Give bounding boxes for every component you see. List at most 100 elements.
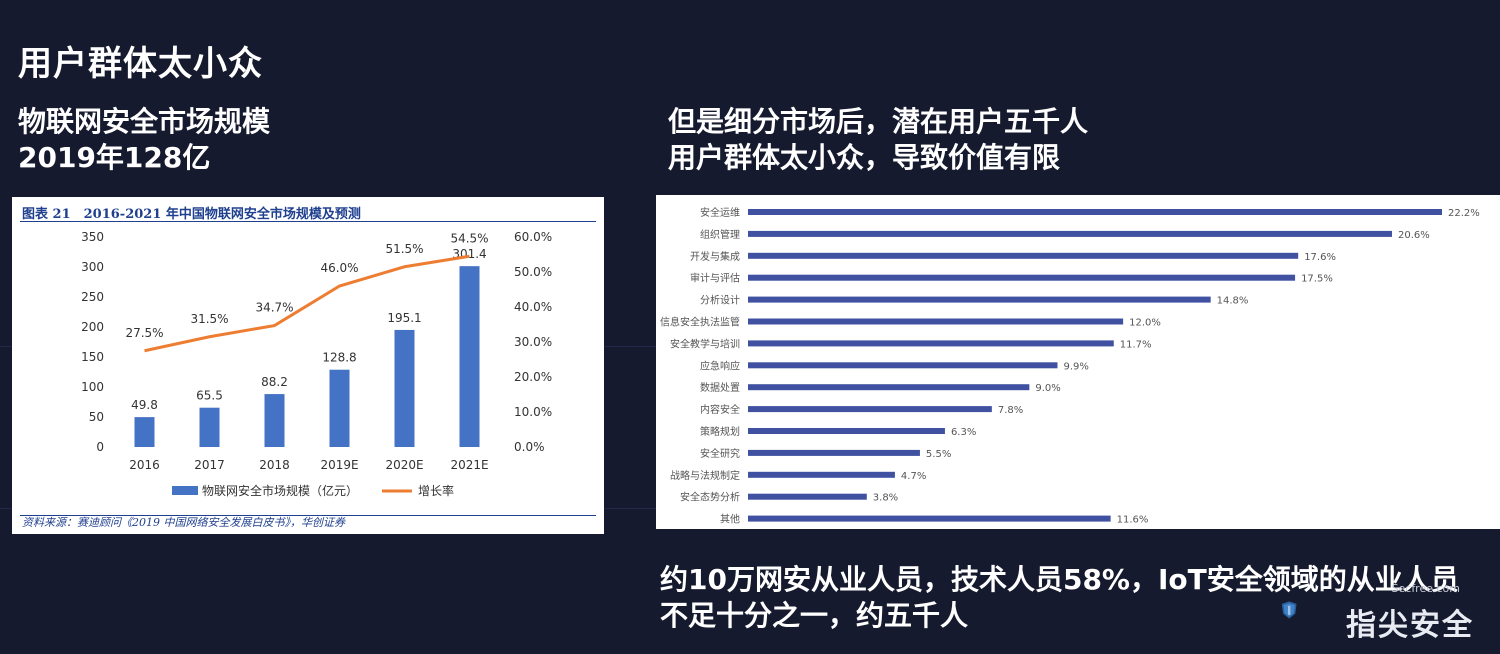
y-right-tick-label: 40.0% <box>514 300 552 314</box>
bar <box>748 515 1111 522</box>
market-size-chart: 0 50 100 150 200 250 300 350 0.0% 10.0% 20.0% 30.0%… <box>81 230 552 498</box>
bar-value-label: 11.6% <box>1117 515 1149 526</box>
bar-value-label: 3.8% <box>873 493 898 504</box>
logo-site: Secfree.com <box>1391 582 1460 595</box>
bar-value-label: 195.1 <box>387 311 421 325</box>
category-label: 应急响应 <box>700 359 740 372</box>
bar <box>394 329 415 447</box>
y-left-tick-label: 100 <box>81 380 104 394</box>
category-label: 分析设计 <box>700 294 740 307</box>
bar <box>748 252 1299 259</box>
y-left-tick-label: 200 <box>81 320 104 334</box>
y-right-tick-label: 50.0% <box>514 265 552 279</box>
category-label: 安全研究 <box>700 447 740 460</box>
market-chart-panel: 图表 21 2016-2021 年中国物联网安全市场规模及预测 0 50 100 15… <box>12 197 604 534</box>
line-value-label: 34.7% <box>255 301 293 315</box>
y-left-tick-label: 150 <box>81 350 104 364</box>
bar-value-label: 12.0% <box>1129 318 1161 329</box>
line-value-label: 27.5% <box>125 326 163 340</box>
x-tick-label: 2019E <box>320 458 358 472</box>
segment-heading: 但是细分市场后，潜在用户五千人 用户群体太小众，导致价值有限 <box>668 104 1088 176</box>
y-right-tick-label: 30.0% <box>514 335 552 349</box>
segment-line-1: 但是细分市场后，潜在用户五千人 <box>668 105 1089 138</box>
growth-rate-line <box>144 254 470 353</box>
bar-value-label: 17.6% <box>1304 252 1336 263</box>
y-left-tick-label: 0 <box>96 440 104 454</box>
bar-value-label: 9.9% <box>1063 361 1088 372</box>
bar-value-label: 22.2% <box>1448 208 1480 219</box>
bar <box>748 362 1058 369</box>
category-label: 战略与法规制定 <box>670 469 740 482</box>
y-right-tick-label: 60.0% <box>514 230 552 244</box>
x-tick-label: 2018 <box>259 458 290 472</box>
bar <box>134 417 155 447</box>
bottom-note: 约10万网安从业人员，技术人员58%，IoT安全领域的从业人员不足十分之一，约五… <box>660 563 1459 632</box>
line-value-label: 46.0% <box>320 261 358 275</box>
bar-value-label: 4.7% <box>901 471 926 482</box>
line-value-label: 31.5% <box>190 312 228 326</box>
x-tick-label: 2016 <box>129 458 160 472</box>
bar <box>748 406 992 413</box>
bar <box>748 471 895 478</box>
y-right-tick-label: 20.0% <box>514 370 552 384</box>
slide-title: 用户群体太小众 <box>18 44 263 84</box>
category-label: 其他 <box>720 513 740 526</box>
category-label: 开发与集成 <box>690 250 740 263</box>
x-tick-label: 2020E <box>385 458 423 472</box>
category-label: 内容安全 <box>700 403 740 416</box>
category-label: 安全教学与培训 <box>670 337 740 350</box>
bar <box>264 394 285 447</box>
bar <box>748 296 1211 303</box>
figure-source: 资料来源：赛迪顾问《2019 中国网络安全发展白皮书》，华创证券 <box>22 516 345 529</box>
bar-value-label: 6.3% <box>951 427 976 438</box>
bar-value-label: 11.7% <box>1120 339 1152 350</box>
segment-line-2: 用户群体太小众，导致价值有限 <box>668 141 1061 174</box>
bar-value-label: 20.6% <box>1398 230 1430 241</box>
x-tick-label: 2017 <box>194 458 225 472</box>
bar-value-label: 7.8% <box>998 405 1023 416</box>
bar <box>748 274 1296 281</box>
bar-value-label: 65.5 <box>196 389 223 403</box>
bar <box>329 369 350 447</box>
bar <box>748 230 1392 237</box>
bar <box>459 266 480 447</box>
bar-value-label: 17.5% <box>1301 274 1333 285</box>
market-size-line-2: 2019年128亿 <box>18 141 211 174</box>
bar <box>748 493 867 500</box>
category-label: 信息安全执法监管 <box>660 316 740 329</box>
bar-value-label: 49.8 <box>131 398 158 412</box>
category-label: 策略规划 <box>700 425 740 438</box>
caption-rule <box>20 221 596 222</box>
talent-distribution-chart: 安全运维 22.2% 组织管理 20.6% 开发与集成 17.6% 审计与评估 17.5% 分析… <box>660 206 1480 526</box>
market-size-line-1: 物联网安全市场规模 <box>18 105 271 138</box>
bar-value-label: 9.0% <box>1035 383 1060 394</box>
y-left-tick-label: 50 <box>89 410 104 424</box>
talent-chart-panel: 安全运维 22.2% 组织管理 20.6% 开发与集成 17.6% 审计与评估 17.5% 分析… <box>656 195 1500 529</box>
figure-caption: 图表 21 2016-2021 年中国物联网安全市场规模及预测 <box>22 207 361 222</box>
bar <box>748 209 1442 215</box>
category-label: 安全态势分析 <box>680 491 740 504</box>
bar <box>199 407 220 447</box>
bar-value-label: 14.8% <box>1217 296 1249 307</box>
bar <box>748 449 920 456</box>
y-left-tick-label: 250 <box>81 290 104 304</box>
line-value-label: 51.5% <box>385 242 423 256</box>
logo-text: 指尖安全 <box>1346 608 1474 643</box>
bar-value-label: 88.2 <box>261 375 288 389</box>
bar <box>748 318 1124 325</box>
bar <box>748 384 1030 391</box>
category-label: 组织管理 <box>700 228 740 241</box>
shield-icon <box>1281 601 1297 619</box>
bar-value-label: 5.5% <box>926 449 951 460</box>
x-tick-label: 2021E <box>450 458 488 472</box>
legend-bar-label: 物联网安全市场规模（亿元） <box>202 483 358 498</box>
legend-line-label: 增长率 <box>418 483 454 498</box>
y-right-tick-label: 10.0% <box>514 405 552 419</box>
bar <box>748 428 945 434</box>
category-label: 数据处置 <box>700 381 740 394</box>
legend-bar-swatch <box>172 486 198 495</box>
y-left-tick-label: 350 <box>81 230 104 244</box>
line-value-label: 54.5% <box>450 231 488 245</box>
market-size-heading: 物联网安全市场规模 2019年128亿 <box>18 104 270 176</box>
y-left-tick-label: 300 <box>81 260 104 274</box>
